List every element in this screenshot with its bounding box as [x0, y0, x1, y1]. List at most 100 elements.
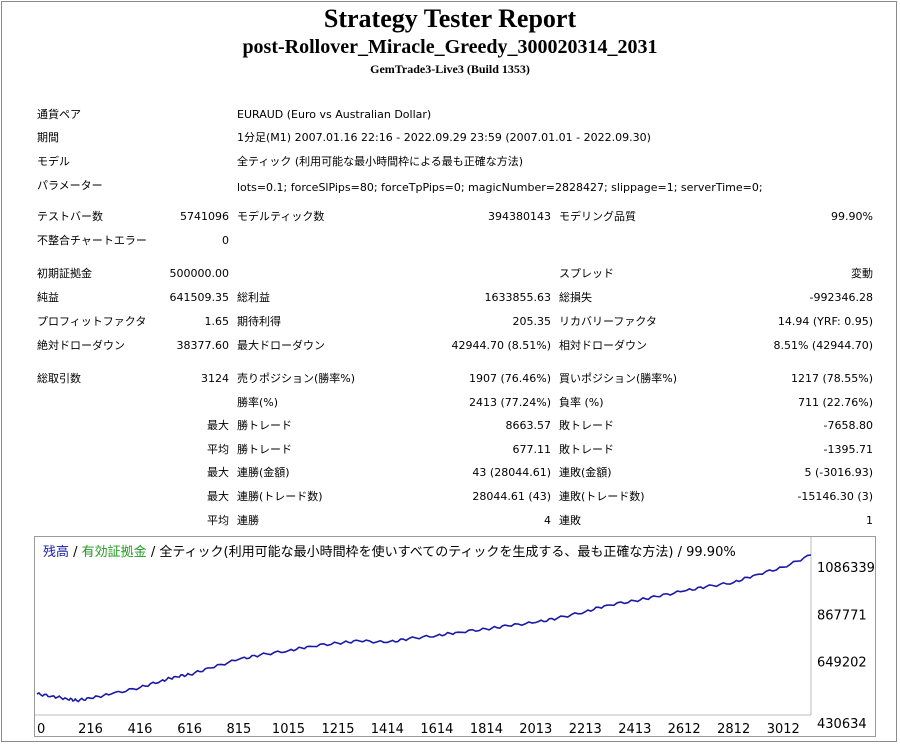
period-value: 1分足(M1) 2007.01.16 22:16 - 2022.09.29 23…	[237, 131, 651, 144]
max-cons-loss-value: -15146.30 (3)	[797, 490, 873, 503]
loss-rate-value: 711 (22.76%)	[797, 396, 873, 409]
recovery-label: リカバリーファクタ	[559, 315, 657, 328]
largest-loss-value: -7658.80	[823, 419, 873, 432]
bars-label: テストバー数	[37, 210, 103, 223]
cons-wins-label: 連勝(金額)	[237, 466, 290, 479]
avg-win-label: 勝トレード	[237, 443, 292, 456]
deposit-value: 500000.00	[169, 267, 230, 280]
short-label: 売りポジション(勝率%)	[237, 372, 356, 385]
recovery-value: 14.94 (YRF: 0.95)	[777, 315, 873, 328]
largest-win-label: 勝トレード	[237, 419, 292, 432]
x-tick-label: 3012	[767, 722, 800, 737]
spread-value: 変動	[851, 267, 873, 280]
expected-label: 期待利得	[237, 315, 281, 328]
balance-chart-svg: 1086339 867771 649202 430634 0 216 416 616 815 10…	[35, 537, 875, 737]
cons-losses-label: 連敗(金額)	[559, 466, 612, 479]
net-label: 純益	[37, 291, 59, 304]
largest-win-value: 8663.57	[505, 419, 552, 432]
gross-loss-label: 総損失	[559, 291, 592, 304]
avg-cons-losses-value: 1	[866, 514, 873, 527]
cons-wins-value: 43 (28044.61)	[472, 466, 551, 479]
net-value: 641509.35	[169, 291, 230, 304]
model-value: 全ティック (利用可能な最小時間枠による最も正確な方法)	[237, 155, 524, 168]
avg-cons-losses-label: 連敗	[559, 514, 581, 527]
avg-cons-wins-label: 連勝	[237, 514, 259, 527]
cons-losses-value: 5 (-3016.93)	[804, 466, 873, 479]
max-label-2: 最大	[207, 466, 229, 479]
mismatch-value: 0	[222, 234, 229, 247]
abs-dd-label: 絶対ドローダウン	[37, 339, 125, 352]
legend-balance: 残高	[43, 545, 70, 560]
params-value: lots=0.1; forceSlPips=80; forceTpPips=0;…	[237, 181, 763, 194]
rel-dd-value: 8.51% (42944.70)	[773, 339, 873, 352]
quality-label: モデリング品質	[559, 210, 636, 223]
avg-loss-value: -1395.71	[823, 443, 873, 456]
deposit-label: 初期証拠金	[37, 267, 92, 280]
ticks-label: モデルティック数	[237, 210, 325, 223]
win-rate-value: 2413 (77.24%)	[468, 396, 551, 409]
total-trades-value: 3124	[201, 372, 229, 385]
avg-label-1: 平均	[207, 443, 229, 456]
ticks-value: 394380143	[488, 210, 551, 223]
x-tick-label: 1215	[321, 722, 354, 737]
x-tick-label: 2213	[569, 722, 602, 737]
total-trades-label: 総取引数	[37, 372, 81, 385]
win-rate-label: 勝率(%)	[237, 396, 279, 409]
balance-chart: 1086339 867771 649202 430634 0 216 416 616 815 10…	[34, 536, 876, 737]
avg-cons-wins-value: 4	[544, 514, 551, 527]
x-tick-label: 416	[128, 722, 153, 737]
gross-profit-value: 1633855.63	[484, 291, 551, 304]
legend-equity: 有効証拠金	[81, 545, 147, 560]
model-label: モデル	[37, 155, 70, 168]
period-label: 期間	[37, 131, 59, 144]
max-dd-value: 42944.70 (8.51%)	[451, 339, 551, 352]
y-tick-label: 430634	[817, 717, 867, 732]
pf-label: プロフィットファクタ	[37, 315, 147, 328]
y-tick-label: 867771	[817, 608, 867, 623]
spread-label: スプレッド	[559, 267, 614, 280]
quality-value: 99.90%	[831, 210, 873, 223]
legend-description: / 全ティック(利用可能な最小時間枠を使いすべてのティックを生成する、最も正確な…	[146, 545, 736, 560]
x-tick-label: 1814	[470, 722, 503, 737]
mismatch-label: 不整合チャートエラー	[37, 234, 147, 247]
avg-win-value: 677.11	[512, 443, 552, 456]
x-tick-label: 216	[78, 722, 103, 737]
loss-rate-label: 負率 (%)	[559, 396, 604, 409]
largest-loss-label: 敗トレード	[559, 419, 614, 432]
long-value: 1217 (78.55%)	[790, 372, 873, 385]
legend-sep: /	[69, 545, 82, 560]
params-label: パラメーター	[37, 179, 103, 192]
symbol-label: 通貨ペア	[37, 108, 81, 121]
pf-value: 1.65	[204, 315, 230, 328]
abs-dd-value: 38377.60	[176, 339, 230, 352]
x-tick-label: 2013	[519, 722, 552, 737]
avg-loss-label: 敗トレード	[559, 443, 614, 456]
x-tick-label: 2413	[618, 722, 651, 737]
x-tick-label: 2812	[717, 722, 750, 737]
long-label: 買いポジション(勝率%)	[559, 372, 678, 385]
x-tick-label: 616	[177, 722, 202, 737]
max-label-1: 最大	[207, 419, 229, 432]
x-tick-label: 1614	[420, 722, 453, 737]
max-cons-profit-label: 連勝(トレード数)	[237, 490, 323, 503]
bars-value: 5741096	[180, 210, 229, 223]
ea-name: post-Rollover_Miracle_Greedy_300020314_2…	[242, 36, 658, 58]
short-value: 1907 (76.46%)	[468, 372, 551, 385]
max-dd-label: 最大ドローダウン	[237, 339, 325, 352]
x-tick-label: 815	[227, 722, 252, 737]
chart-legend: 残高 / 有効証拠金 / 全ティック(利用可能な最小時間枠を使いすべてのティック…	[43, 541, 736, 560]
x-tick-label: 0	[37, 722, 45, 737]
x-tick-label: 1414	[371, 722, 404, 737]
max-cons-loss-label: 連敗(トレード数)	[559, 490, 645, 503]
server-build: GemTrade3-Live3 (Build 1353)	[370, 62, 530, 76]
max-cons-profit-value: 28044.61 (43)	[472, 490, 551, 503]
y-tick-label: 1086339	[817, 561, 875, 576]
gross-loss-value: -992346.28	[809, 291, 873, 304]
report-title: Strategy Tester Report	[323, 4, 577, 33]
balance-line	[36, 554, 812, 703]
expected-value: 205.35	[512, 315, 552, 328]
rel-dd-label: 相対ドローダウン	[559, 339, 647, 352]
symbol-value: EURAUD (Euro vs Australian Dollar)	[237, 108, 432, 121]
x-tick-label: 2612	[668, 722, 701, 737]
